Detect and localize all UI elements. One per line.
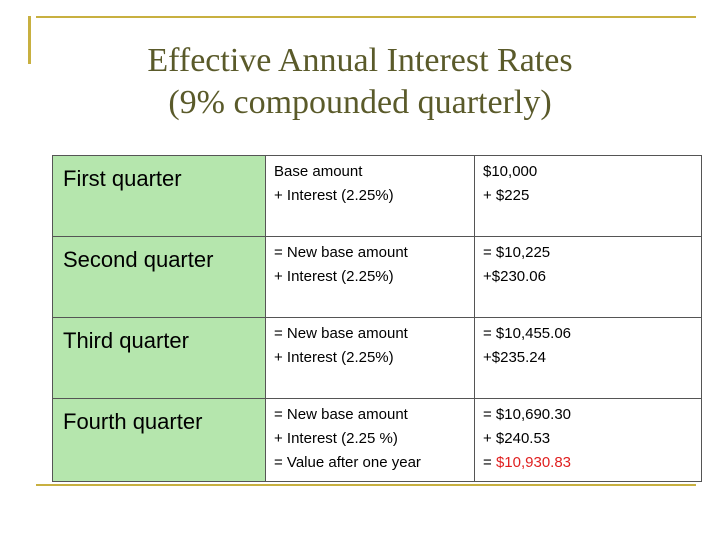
quarter-cell: First quarter xyxy=(52,155,266,237)
description-line: + Interest (2.25%) xyxy=(274,268,394,285)
quarter-label: Third quarter xyxy=(63,328,189,353)
table-row: First quarter Base amount + Interest (2.… xyxy=(52,155,702,237)
description-cell: = New base amount + Interest (2.25%) xyxy=(265,317,475,399)
slide-title: Effective Annual Interest Rates (9% comp… xyxy=(40,40,680,124)
value-cell: = $10,455.06 +$235.24 xyxy=(474,317,702,399)
description-line: = New base amount xyxy=(274,325,408,342)
quarter-cell: Second quarter xyxy=(52,236,266,318)
table-row: Third quarter = New base amount + Intere… xyxy=(52,317,702,399)
table-row: Fourth quarter = New base amount + Inter… xyxy=(52,398,702,482)
value-line: + $240.53 xyxy=(483,430,551,447)
value-cell: $10,000 + $225 xyxy=(474,155,702,237)
description-line: Base amount xyxy=(274,163,363,180)
interest-table: First quarter Base amount + Interest (2.… xyxy=(52,155,702,482)
decorative-vertical-line xyxy=(28,16,31,64)
value-line: = $10,690.30 xyxy=(483,406,572,423)
description-line: = Value after one year xyxy=(274,454,421,471)
value-line: = $10,455.06 xyxy=(483,325,572,342)
table-row: Second quarter = New base amount + Inter… xyxy=(52,236,702,318)
value-cell: = $10,225 +$230.06 xyxy=(474,236,702,318)
description-cell: = New base amount + Interest (2.25%) xyxy=(265,236,475,318)
final-value: $10,930.83 xyxy=(495,454,572,471)
description-line: + Interest (2.25%) xyxy=(274,349,394,366)
description-cell: Base amount + Interest (2.25%) xyxy=(265,155,475,237)
final-value-line: = $10,930.83 xyxy=(483,451,701,475)
value-line: + $225 xyxy=(483,187,530,204)
description-line: + Interest (2.25%) xyxy=(274,187,394,204)
final-value-prefix: = xyxy=(483,454,496,471)
title-line-1: Effective Annual Interest Rates xyxy=(147,42,573,79)
description-line: = New base amount xyxy=(274,244,408,261)
value-line: +$230.06 xyxy=(483,268,546,285)
quarter-label: Fourth quarter xyxy=(63,409,203,434)
decorative-bottom-line xyxy=(36,484,696,486)
quarter-label: Second quarter xyxy=(63,247,214,272)
value-cell: = $10,690.30 + $240.53 = $10,930.83 xyxy=(474,398,702,482)
description-cell: = New base amount + Interest (2.25 %) = … xyxy=(265,398,475,482)
description-line: = New base amount xyxy=(274,406,408,423)
value-line: +$235.24 xyxy=(483,349,546,366)
quarter-cell: Third quarter xyxy=(52,317,266,399)
description-line: + Interest (2.25 %) xyxy=(274,430,398,447)
quarter-cell: Fourth quarter xyxy=(52,398,266,482)
quarter-label: First quarter xyxy=(63,166,182,191)
decorative-top-line xyxy=(36,16,696,18)
title-line-2: (9% compounded quarterly) xyxy=(168,84,552,121)
value-line: = $10,225 xyxy=(483,244,551,261)
value-line: $10,000 xyxy=(483,163,538,180)
